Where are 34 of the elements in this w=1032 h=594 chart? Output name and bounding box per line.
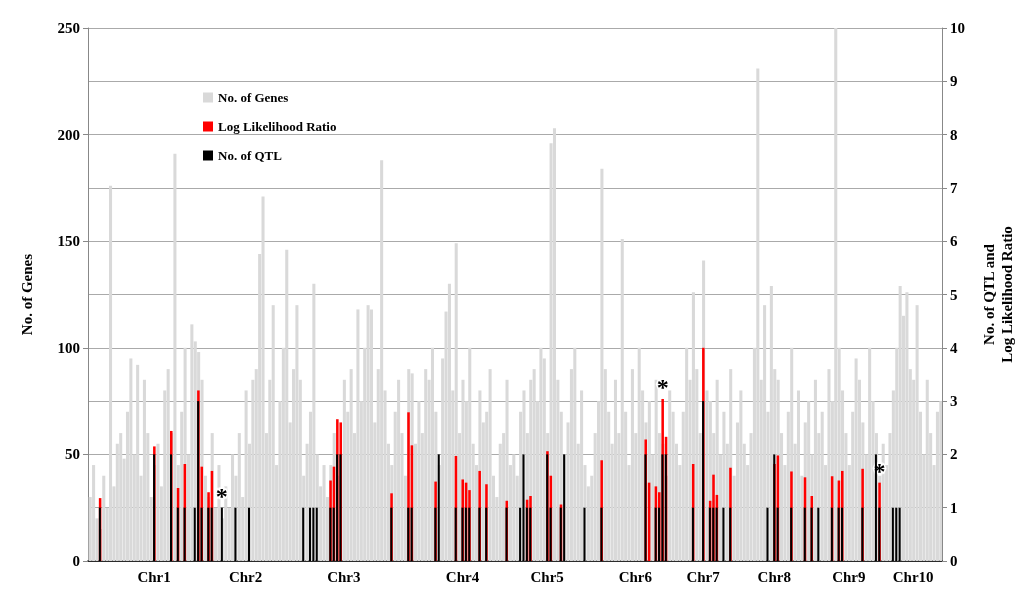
y2-tick-label: 6	[950, 233, 958, 250]
x-tick-label: Chr7	[686, 568, 721, 585]
y-tick-label: 50	[65, 446, 80, 463]
y2-tick-label: 3	[950, 393, 958, 410]
y-tick-label: 200	[57, 126, 80, 143]
y-tick-label: 100	[57, 339, 80, 356]
x-tick-label: Chr2	[228, 568, 263, 585]
legend-label: No. of QTL	[218, 148, 283, 163]
y2-tick-label: 0	[950, 553, 958, 569]
y-tick-label: 0	[72, 553, 80, 569]
x-tick-label: Chr1	[137, 568, 171, 585]
y2-tick-label: 10	[950, 20, 965, 36]
x-tick-label: Chr4	[445, 568, 480, 585]
y-tick-label: 150	[57, 233, 80, 250]
data-label: *	[656, 373, 669, 400]
legend-label: No. of Genes	[218, 90, 289, 105]
x-tick-label: Chr6	[618, 568, 653, 585]
y-axis-title: No. of Genes	[19, 253, 35, 336]
y2-tick-label: 8	[950, 126, 958, 143]
data-label: *	[215, 482, 228, 509]
legend-label: Log Likelihood Ratio	[218, 119, 337, 134]
y2-tick-label: 5	[950, 286, 958, 303]
x-tick-label: Chr8	[757, 568, 791, 585]
x-tick-label: Chr5	[530, 568, 564, 585]
y-tick-label: 250	[57, 20, 80, 36]
y2-tick-label: 7	[950, 179, 958, 196]
x-tick-label: Chr9	[832, 568, 866, 585]
x-tick-label: Chr10	[892, 568, 934, 585]
y2-tick-label: 4	[950, 339, 958, 356]
x-tick-label: Chr3	[327, 568, 361, 585]
y2-tick-label: 1	[950, 499, 958, 516]
y2-tick-label: 2	[950, 446, 958, 463]
y2-tick-label: 9	[950, 73, 958, 90]
y2-axis-title: No. of QTL and Log Likelihood Ratio	[981, 226, 1015, 363]
